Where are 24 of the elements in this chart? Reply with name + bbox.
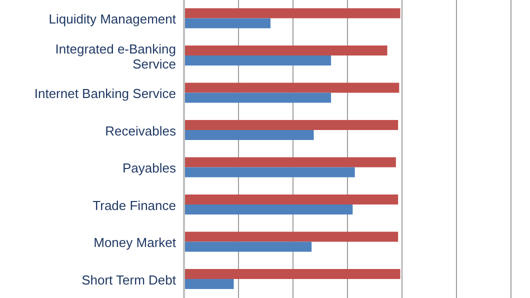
bar	[184, 45, 388, 56]
y-tick-label: Integrated e-Banking Service	[55, 40, 176, 71]
bar	[184, 157, 396, 168]
bar	[184, 242, 312, 252]
y-tick-label: Payables	[122, 160, 176, 176]
bar	[184, 268, 400, 279]
bar	[184, 8, 400, 18]
y-tick-label: Money Market	[94, 234, 176, 250]
y-tick-label: Trade Finance	[92, 197, 176, 212]
y-tick-label: Short Term Debt	[82, 272, 176, 287]
bar	[184, 204, 353, 214]
bar	[184, 55, 332, 66]
y-tick-label: Internet Banking Service	[34, 86, 176, 101]
bar	[184, 120, 398, 130]
bar	[184, 130, 314, 140]
bar	[184, 82, 400, 93]
bar	[184, 194, 398, 204]
bar	[184, 278, 234, 289]
bar	[184, 167, 355, 178]
y-tick-label: Receivables	[105, 122, 176, 138]
bar	[184, 232, 398, 242]
bar	[184, 92, 332, 103]
y-tick-label: Liquidity Management	[48, 11, 176, 26]
bar	[184, 18, 270, 28]
